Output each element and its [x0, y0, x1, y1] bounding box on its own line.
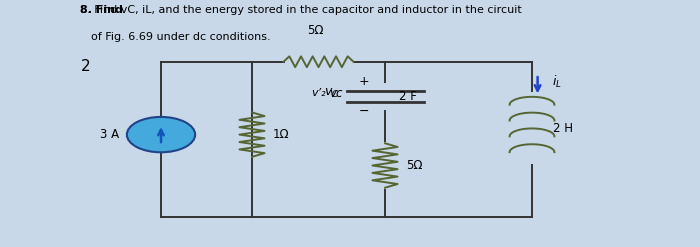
Text: vᴄ: vᴄ: [330, 87, 343, 100]
Text: of Fig. 6.69 under dc conditions.: of Fig. 6.69 under dc conditions.: [91, 32, 271, 42]
Text: 5Ω: 5Ω: [406, 159, 423, 172]
Text: 1Ω: 1Ω: [273, 128, 290, 141]
Text: 5Ω: 5Ω: [307, 24, 323, 37]
Ellipse shape: [127, 117, 195, 152]
Text: 8. Find vC, iL, and the energy stored in the capacitor and inductor in the circu: 8. Find vC, iL, and the energy stored in…: [80, 5, 522, 15]
Text: +: +: [358, 75, 370, 87]
Text: $i_L$: $i_L$: [552, 73, 561, 90]
Text: 8. Find: 8. Find: [80, 5, 127, 15]
Text: 2 F: 2 F: [399, 90, 417, 103]
Text: −: −: [358, 105, 370, 118]
Text: $v_C$: $v_C$: [324, 87, 340, 101]
Text: 2 H: 2 H: [553, 122, 573, 135]
Text: 3 A: 3 A: [100, 128, 119, 141]
Text: 2: 2: [80, 59, 90, 74]
Text: v’₂: v’₂: [311, 88, 326, 98]
